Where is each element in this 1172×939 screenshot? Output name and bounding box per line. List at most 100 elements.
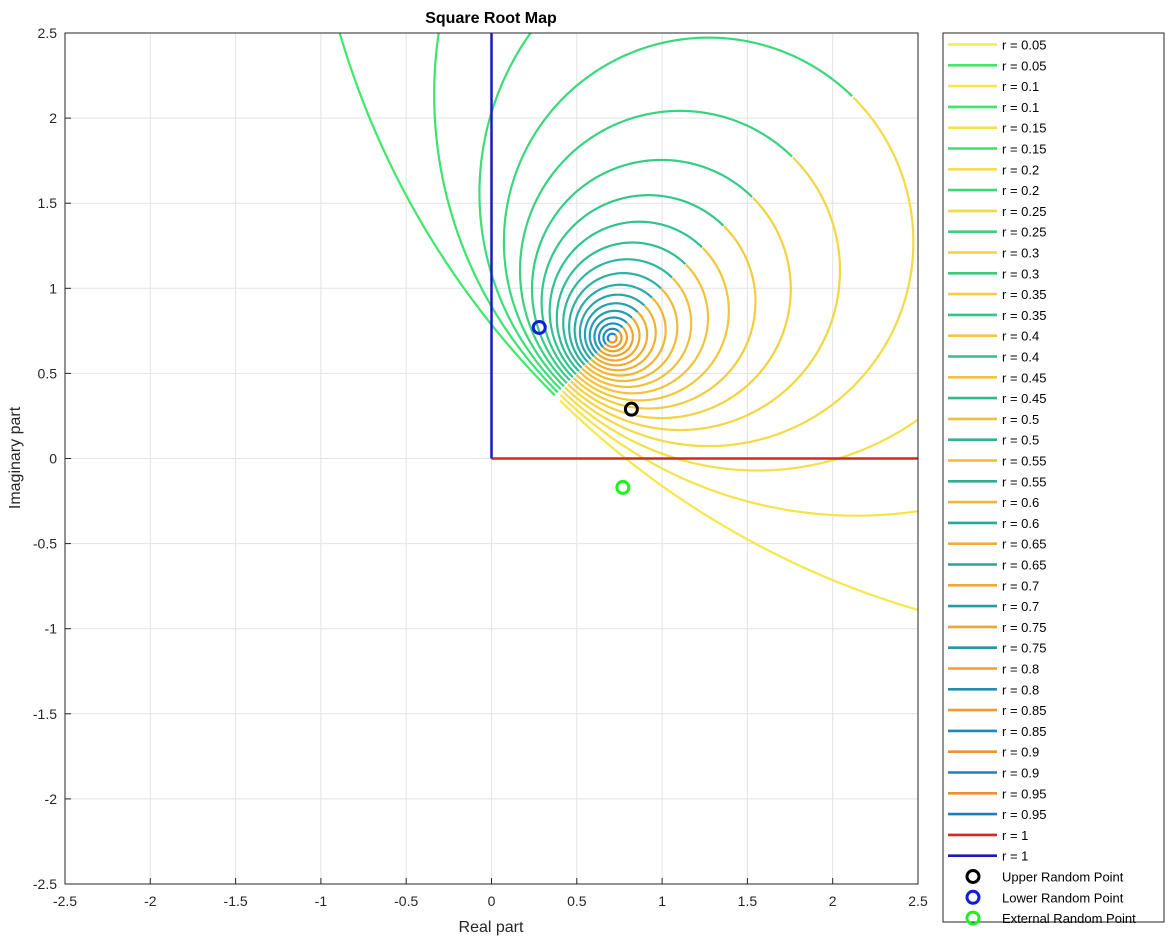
x-tick-label: 1: [658, 893, 666, 909]
x-tick-label: -0.5: [394, 893, 418, 909]
x-tick-label: 0: [488, 893, 496, 909]
x-tick-label: -1.5: [224, 893, 248, 909]
legend-label: r = 0.5: [1002, 412, 1039, 427]
x-tick-label: -2.5: [53, 893, 77, 909]
legend-label: r = 0.65: [1002, 558, 1046, 573]
legend: r = 0.05 r = 0.05 r = 0.1 r = 0.1 r = 0.15 r …: [942, 32, 1165, 926]
legend-label: r = 0.65: [1002, 537, 1046, 552]
x-tick-labels: -2.5 -2 -1.5 -1 -0.5 0 0.5 1 1.5 2 2.5: [53, 893, 928, 909]
legend-label: r = 0.35: [1002, 308, 1046, 323]
legend-label: r = 0.3: [1002, 246, 1039, 261]
legend-label: r = 0.6: [1002, 516, 1039, 531]
contour-lower-half: [478, 33, 562, 391]
legend-label: r = 0.2: [1002, 183, 1039, 198]
legend-label: r = 0.85: [1002, 724, 1046, 739]
legend-label: r = 0.05: [1002, 58, 1046, 73]
y-tick-label: -2: [45, 791, 58, 807]
y-tick-label: -0.5: [33, 536, 57, 552]
y-axis-label: Imaginary part: [7, 406, 24, 509]
contour-upper-half: [564, 96, 915, 448]
legend-label: r = 0.45: [1002, 370, 1046, 385]
legend-label: r = 0.5: [1002, 433, 1039, 448]
contour-upper-half: [572, 225, 757, 410]
legend-label: r = 0.25: [1002, 225, 1046, 240]
contour-lower-half: [597, 322, 624, 349]
legend-label: r = 0.1: [1002, 100, 1039, 115]
legend-label: Lower Random Point: [1002, 890, 1124, 905]
legend-label: r = 0.95: [1002, 807, 1046, 822]
legend-label: r = 0.8: [1002, 682, 1039, 697]
legend-label: r = 0.25: [1002, 204, 1046, 219]
x-axis-label: Real part: [459, 919, 524, 936]
contour-upper-half: [559, 399, 918, 612]
contour-upper-half: [581, 277, 693, 389]
contour-lower-half: [548, 220, 703, 376]
y-tick-label: -1: [45, 621, 58, 637]
contour-upper-half: [596, 317, 641, 362]
legend-label: r = 1: [1002, 828, 1028, 843]
contour-lower-half: [578, 293, 646, 361]
contour-upper-half: [602, 326, 628, 353]
contour-lower-half: [593, 316, 629, 352]
legend-label: r = 0.45: [1002, 391, 1046, 406]
legend-label: r = 0.1: [1002, 79, 1039, 94]
x-tick-label: 2: [829, 893, 837, 909]
y-tick-label: 2.5: [38, 25, 58, 41]
y-tick-label: 1: [49, 280, 57, 296]
legend-label: r = 0.15: [1002, 121, 1046, 136]
legend-marker: [965, 869, 981, 884]
contour-upper-half: [605, 330, 623, 348]
legend-label: r = 0.75: [1002, 620, 1046, 635]
contour-lower-half: [518, 109, 793, 385]
random-point-marker: [615, 479, 631, 495]
y-tick-label: 2: [49, 110, 57, 126]
legend-label: External Random Point: [1002, 911, 1136, 926]
legend-label: r = 0.9: [1002, 745, 1039, 760]
contour-lower-half: [602, 327, 620, 346]
chart-title: Square Root Map: [425, 10, 557, 27]
contour-upper-half: [575, 247, 730, 402]
contour-upper-half: [584, 288, 679, 383]
contour-lower-half: [568, 272, 662, 366]
legend-label: r = 0.15: [1002, 142, 1046, 157]
contour-lower-half: [583, 302, 639, 358]
legend-label: r = 0.7: [1002, 578, 1039, 593]
legend-label: r = 0.2: [1002, 162, 1039, 177]
x-tick-label: -2: [144, 893, 157, 909]
y-tick-label: 0.5: [38, 365, 58, 381]
legend-marker: [965, 910, 981, 926]
legend-label: r = 0.8: [1002, 662, 1039, 677]
x-tick-label: -1: [315, 893, 328, 909]
contour-lower-half: [573, 283, 653, 364]
legend-label: r = 0.4: [1002, 350, 1039, 365]
contour-upper-half: [561, 390, 918, 472]
contour-upper-half: [578, 263, 710, 395]
legend-label: r = 0.85: [1002, 703, 1046, 718]
legend-label: r = 0.55: [1002, 454, 1046, 469]
y-tick-label: 1.5: [38, 195, 58, 211]
random-point-marker: [623, 401, 639, 417]
y-tick-labels: -2.5 -2 -1.5 -1 -0.5 0 0.5 1 1.5 2 2.5: [33, 25, 57, 892]
boundary-lines: [490, 33, 918, 460]
legend-label: r = 0.55: [1002, 474, 1046, 489]
y-tick-label: 0: [49, 451, 57, 467]
contour-upper-half: [590, 304, 657, 372]
contour-lower-half: [502, 36, 853, 388]
contour-upper-half: [593, 311, 649, 367]
plot-area: [64, 32, 919, 885]
contour-lower-half: [555, 241, 687, 373]
legend-box: [942, 32, 1165, 923]
legend-label: Upper Random Point: [1002, 870, 1124, 885]
axes-box: [64, 32, 919, 885]
y-tick-label: -1.5: [33, 706, 57, 722]
x-tick-label: 2.5: [908, 893, 928, 909]
contour-lower-half: [433, 33, 559, 394]
legend-marker: [965, 889, 981, 905]
legend-label: r = 0.3: [1002, 266, 1039, 281]
y-tick-label: -2.5: [33, 876, 57, 892]
x-tick-label: 0.5: [567, 893, 587, 909]
legend-label: r = 0.9: [1002, 766, 1039, 781]
contour-curves: [338, 33, 918, 612]
legend-label: r = 0.75: [1002, 641, 1046, 656]
